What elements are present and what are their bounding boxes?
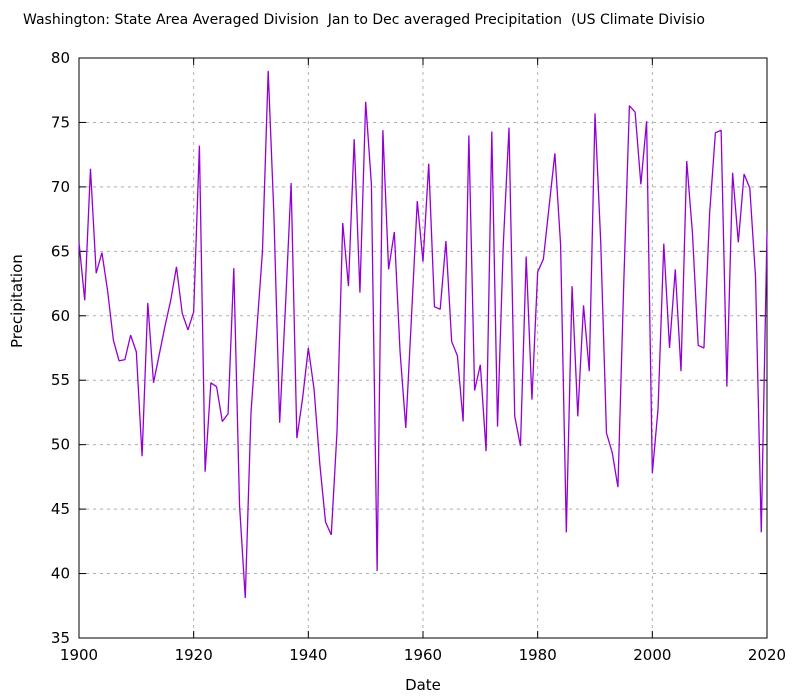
y-tick-label: 45	[51, 500, 70, 518]
x-tick-label: 2000	[633, 646, 671, 664]
x-tick-label: 1960	[404, 646, 442, 664]
y-tick-label: 60	[51, 307, 70, 325]
chart-title: Washington: State Area Averaged Division…	[23, 12, 705, 28]
x-tick-label: 1900	[60, 646, 98, 664]
x-tick-label: 1920	[175, 646, 213, 664]
y-tick-label: 70	[51, 178, 70, 196]
y-tick-label: 65	[51, 242, 70, 260]
y-tick-label: 80	[51, 49, 70, 67]
x-axis-label: Date	[405, 676, 441, 694]
x-tick-label: 2020	[748, 646, 786, 664]
y-tick-label: 50	[51, 436, 70, 454]
x-tick-label: 1980	[519, 646, 557, 664]
x-tick-label: 1940	[289, 646, 327, 664]
y-tick-label: 75	[51, 113, 70, 131]
y-tick-label: 40	[51, 565, 70, 583]
y-tick-label: 55	[51, 371, 70, 389]
y-tick-label: 35	[51, 629, 70, 647]
data-series-line	[78, 70, 768, 599]
